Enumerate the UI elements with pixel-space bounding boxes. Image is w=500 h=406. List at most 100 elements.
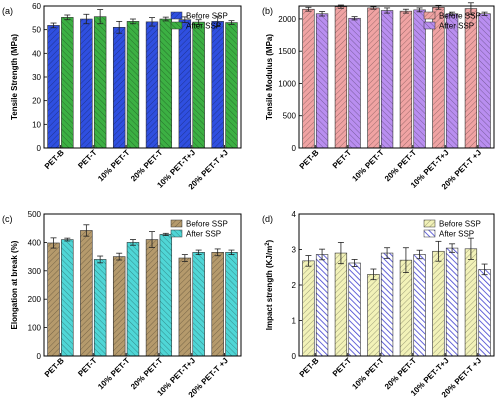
bar-hatch-before-6 [211,252,224,356]
bar-hatch-before-5 [432,7,445,149]
bar-hatch-before-1 [47,25,60,148]
legend-label-after: After SSP [439,230,474,239]
bar-hatch-before-2 [80,19,93,148]
bar-hatch-before-4 [146,21,158,148]
legend-swatch-after [423,229,436,238]
y-tick-label-6: 500 [28,210,42,219]
y-axis-label: Tensile Strength (MPa) [10,34,19,120]
y-tick-label-4: 30 [32,73,41,82]
legend-label-before: Before SSP [439,12,481,21]
bar-after-4 [413,254,426,357]
x-tick-label-2: PET-T [76,356,98,378]
y-tick-label-1: 0 [37,352,42,361]
y-tick-label-1: 0 [292,144,297,153]
y-tick-label-5: 2000 [278,15,296,24]
bar-hatch-before-2 [80,230,93,356]
y-tick-label-6: 50 [32,26,41,35]
bar-hatch-after-3 [127,21,139,149]
legend-label-after: After SSP [186,230,221,239]
bar-hatch-before-5 [178,19,191,149]
x-tick-label-3: 10% PET-T [96,356,131,391]
x-tick-label-2: PET-T [331,356,353,378]
bar-after-3 [380,252,394,357]
x-tick-label-3: 10% PET-T [350,356,385,391]
legend-label-before: Before SSP [186,220,228,229]
y-tick-label-7: 60 [32,2,41,11]
x-tick-label-2: PET-T [331,148,353,170]
bar-hatch-after-2 [94,259,107,356]
bar-hatch-before-2 [335,253,347,356]
y-tick-label-2: 100 [28,324,42,333]
bar-hatch-before-4 [146,239,158,356]
bar-after-2 [348,262,361,357]
legend-label-after: After SSP [439,22,474,31]
bar-hatch-after-6 [478,13,491,148]
legend-label-before: Before SSP [186,12,228,21]
legend-swatch-hatch-before [171,220,182,227]
legend-swatch-hatch-after [424,22,435,29]
plot-frame [43,213,242,357]
x-tick-label-1: PET-B [43,356,66,379]
legend-swatch-hatch-after [171,230,182,237]
y-tick-label-5: 400 [28,238,42,247]
y-tick-label-2: 1 [292,317,297,326]
bar-hatch-before-3 [367,7,380,148]
x-tick-label-4: 20% PET-T [129,148,164,183]
y-tick-label-1: 0 [37,144,42,153]
bar-hatch-after-4 [159,19,172,148]
bar-hatch-after-4 [159,234,172,356]
panel-label: (a) [2,6,13,16]
panel-label: (b) [262,6,273,16]
legend-label-after: After SSP [186,22,221,31]
chart-panel-1: 0 10 20 30 40 50 60 PET-B PET-T10% PET-T20% PET-… [2,2,242,191]
legend-label-before: Before SSP [439,220,481,229]
x-tick-label-3: 10% PET-T [96,148,131,183]
x-tick-label-4: 20% PET-T [129,356,164,391]
y-tick-label-2: 10 [32,120,41,129]
bar-hatch-after-6 [225,22,238,148]
y-tick-label-4: 3 [292,246,297,255]
bar-hatch-before-4 [400,260,412,356]
y-axis-label: Impact strength (KJ/m2) [265,239,274,330]
bar-hatch-after-1 [61,239,74,356]
bar-hatch-after-4 [413,9,426,149]
x-tick-label-2: PET-T [76,148,98,170]
x-tick-label-1: PET-B [298,148,321,171]
bar-hatch-after-3 [127,242,139,356]
bar-after-1 [315,254,329,357]
y-tick-label-5: 4 [292,210,297,219]
bar-hatch-after-5 [192,22,205,149]
bar-hatch-after-1 [61,17,74,148]
y-tick-label-2: 500 [283,112,297,121]
bar-after-5 [445,247,459,357]
bar-hatch-after-3 [381,10,393,148]
x-tick-label-1: PET-B [43,148,66,171]
y-tick-label-3: 1000 [278,79,296,88]
x-tick-label-1: PET-B [298,356,321,379]
y-tick-label-5: 40 [32,49,41,58]
bar-hatch-after-2 [348,18,361,149]
bar-hatch-before-3 [113,27,126,148]
y-tick-label-1: 0 [292,352,297,361]
bar-after-6 [478,269,491,357]
y-tick-label-3: 20 [32,97,41,106]
bar-hatch-before-3 [113,256,126,356]
bar-hatch-before-4 [400,11,412,148]
bar-hatch-after-6 [225,252,238,356]
bar-hatch-after-5 [192,252,205,356]
chart-panel-3: 0 100 200 300 400 500 PET-B PET-T10% PET-T20% P… [2,210,242,399]
plot-frame [298,5,495,149]
bar-hatch-after-2 [94,16,107,149]
panel-label: (d) [262,214,273,224]
legend-swatch-hatch-before [424,12,435,19]
legend-swatch-hatch-before [171,12,182,19]
x-tick-label-3: 10% PET-T [350,148,385,183]
y-tick-label-4: 300 [28,267,42,276]
bar-hatch-before-1 [302,9,315,149]
y-tick-label-3: 200 [28,295,42,304]
y-axis-label: Tensile Modulus (MPa) [265,34,274,120]
bar-hatch-before-6 [465,8,477,148]
